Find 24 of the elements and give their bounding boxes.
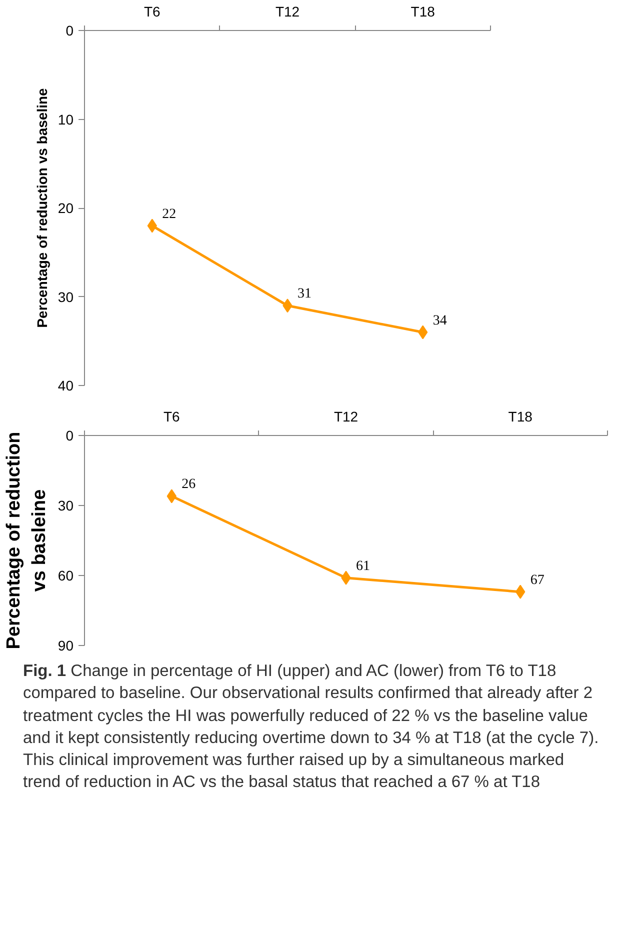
data-label: 67 bbox=[530, 572, 544, 588]
data-label: 34 bbox=[432, 313, 447, 328]
y-tick-label: 30 bbox=[58, 288, 74, 305]
data-label: 61 bbox=[356, 558, 370, 574]
x-tick-label: T6 bbox=[164, 408, 180, 424]
x-tick-label: T18 bbox=[508, 408, 533, 424]
y-tick-label: 60 bbox=[58, 568, 74, 584]
caption: Fig. 1 Change in percentage of HI (upper) and AC (lower) from T6 to T18 compared to baseline. Our observational results confirmed that already after 2 treatment cycles the HI was powerfully reduced of 22 % vs the baseline value and it kept consistently reducing overtime down to 34 % at T18 (at the cycle 7). This clinical improvement was further raised up by a simultaneous marked trend of reduction in AC vs the basal status that reached a 67 % at T18 bbox=[23, 661, 600, 794]
y-axis-title: Percentage of reduction vs baseline bbox=[34, 88, 50, 328]
y-tick-label: 0 bbox=[66, 22, 74, 38]
data-label: 31 bbox=[298, 286, 312, 302]
y-tick-label: 10 bbox=[58, 111, 74, 128]
y-tick-label: 30 bbox=[58, 498, 74, 514]
y-tick-label: 40 bbox=[58, 378, 74, 394]
x-tick-label: T18 bbox=[410, 4, 436, 20]
x-tick-label: T6 bbox=[144, 4, 161, 20]
y-axis-title: Percentage of reduction vs basleine bbox=[4, 432, 50, 650]
x-tick-label: T12 bbox=[275, 4, 300, 20]
x-tick-label: T12 bbox=[334, 408, 358, 424]
data-label: 26 bbox=[182, 477, 196, 492]
data-label: 22 bbox=[162, 206, 176, 222]
y-tick-label: 90 bbox=[58, 638, 74, 654]
y-tick-label: 20 bbox=[58, 200, 74, 216]
y-tick-label: 0 bbox=[66, 428, 74, 444]
